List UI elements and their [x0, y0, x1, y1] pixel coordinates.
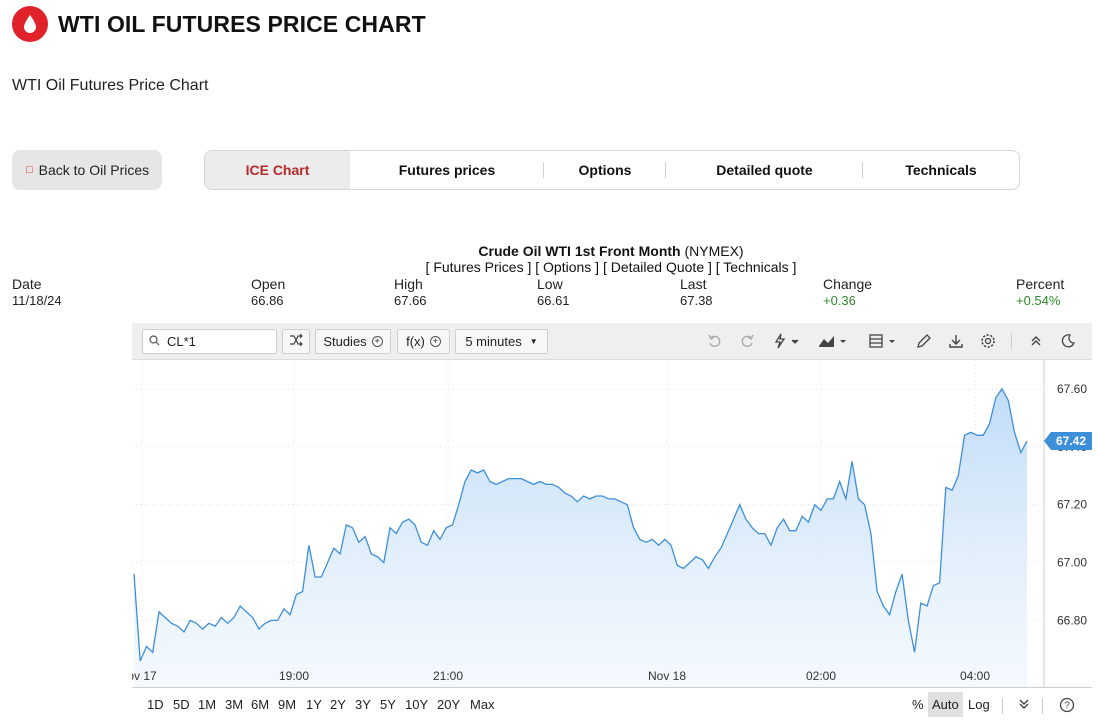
dark-mode-icon[interactable] — [1057, 332, 1079, 350]
collapse-down-icon[interactable] — [1017, 697, 1031, 714]
draw-icon[interactable] — [913, 332, 935, 350]
y-tick-label: 66.80 — [1057, 613, 1087, 627]
oil-drop-icon — [12, 6, 48, 42]
page-subtitle: WTI Oil Futures Price Chart — [12, 77, 209, 94]
tab-technicals[interactable]: Technicals — [905, 162, 977, 178]
chart-type-icon[interactable] — [816, 332, 852, 350]
log-scale-toggle[interactable]: Log — [968, 697, 990, 712]
stat-high: High 67.66 — [394, 276, 427, 308]
chart-heading: Crude Oil WTI 1st Front Month (NYMEX) — [0, 243, 1098, 259]
x-tick-label: 04:00 — [960, 669, 990, 683]
price-line — [133, 387, 1028, 662]
chevron-down-icon: ▼ — [529, 337, 538, 346]
range-3y[interactable]: 3Y — [355, 697, 371, 712]
auto-scale-toggle[interactable]: Auto — [928, 692, 963, 717]
x-tick-label: ov 17 — [132, 669, 157, 683]
range-1m[interactable]: 1M — [198, 697, 217, 712]
redo-icon[interactable] — [736, 332, 758, 350]
y-tick-label: 67.20 — [1057, 498, 1087, 512]
range-10y[interactable]: 10Y — [405, 697, 429, 712]
chart-toolbar: CL*1 Studies + f(x) + 5 minutes ▼ — [132, 323, 1092, 360]
stat-change: Change +0.36 — [823, 276, 873, 308]
tab-options[interactable]: Options — [544, 151, 666, 189]
price-area — [134, 388, 1027, 687]
stat-last: Last 67.38 — [680, 276, 713, 308]
download-icon[interactable] — [945, 332, 967, 350]
gear-icon[interactable] — [977, 332, 999, 350]
last-price-label: 67.42 — [1044, 432, 1092, 451]
back-button-label: Back to Oil Prices — [38, 162, 150, 178]
shuffle-icon — [289, 333, 303, 349]
back-to-oil-prices-button[interactable]: □ Back to Oil Prices — [12, 150, 162, 190]
x-tick-label: 02:00 — [806, 669, 836, 683]
fx-button[interactable]: f(x) + — [397, 329, 450, 354]
range-max[interactable]: Max — [470, 697, 495, 712]
interval-select[interactable]: 5 minutes ▼ — [455, 329, 548, 354]
search-icon — [149, 334, 160, 349]
stat-low: Low 66.61 — [537, 276, 570, 308]
studies-button[interactable]: Studies + — [315, 329, 391, 354]
y-tick-label: 67.60 — [1057, 382, 1087, 396]
symbol-search-input[interactable]: CL*1 — [142, 329, 277, 354]
tab-ice-chart[interactable]: ICE Chart — [205, 151, 350, 189]
collapse-up-icon[interactable] — [1025, 332, 1047, 350]
display-options-icon[interactable] — [866, 332, 902, 350]
instrument-name: Crude Oil WTI 1st Front Month — [478, 243, 681, 259]
x-tick-label: 19:00 — [279, 669, 309, 683]
svg-text:?: ? — [1064, 701, 1070, 712]
range-20y[interactable]: 20Y — [437, 697, 461, 712]
chart-links[interactable]: [ Futures Prices ] [ Options ] [ Detaile… — [425, 259, 797, 275]
range-3m[interactable]: 3M — [225, 697, 244, 712]
range-6m[interactable]: 6M — [251, 697, 270, 712]
x-tick-label: Nov 18 — [648, 669, 686, 683]
range-bar: 1D 5D 1M 3M 6M 9M 1Y 2Y 3Y 5Y 10Y 20Y Ma… — [132, 692, 1092, 720]
y-tick-label: 67.00 — [1057, 556, 1087, 570]
range-1y[interactable]: 1Y — [306, 697, 322, 712]
tab-detailed-quote[interactable]: Detailed quote — [666, 151, 863, 189]
plus-icon: + — [371, 336, 383, 347]
stat-date: Date 11/18/24 — [12, 276, 62, 308]
svg-text:67.42: 67.42 — [1056, 434, 1086, 448]
stat-open: Open 66.86 — [251, 276, 286, 308]
page-header: WTI OIL FUTURES PRICE CHART — [12, 6, 426, 42]
range-5d[interactable]: 5D — [173, 697, 190, 712]
stat-percent: Percent +0.54% — [1016, 276, 1065, 308]
exchange-name: (NYMEX) — [680, 243, 744, 259]
plus-icon: + — [429, 336, 441, 347]
percent-scale-toggle[interactable]: % — [912, 697, 924, 712]
range-5y[interactable]: 5Y — [380, 697, 396, 712]
tab-bar: ICE Chart Futures prices Options Detaile… — [204, 150, 1020, 190]
compare-button[interactable] — [282, 329, 310, 354]
range-2y[interactable]: 2Y — [330, 697, 346, 712]
page-title: WTI OIL FUTURES PRICE CHART — [58, 10, 426, 37]
range-1d[interactable]: 1D — [147, 697, 164, 712]
events-icon[interactable] — [770, 332, 804, 350]
back-icon: □ — [26, 164, 33, 176]
undo-icon[interactable] — [704, 332, 726, 350]
tab-futures-prices[interactable]: Futures prices — [350, 151, 544, 189]
x-axis: ov 17 19:00 21:00 Nov 18 02:00 04:00 — [132, 669, 990, 683]
range-9m[interactable]: 9M — [278, 697, 297, 712]
x-tick-label: 21:00 — [433, 669, 463, 683]
help-icon[interactable]: ? — [1059, 697, 1075, 716]
